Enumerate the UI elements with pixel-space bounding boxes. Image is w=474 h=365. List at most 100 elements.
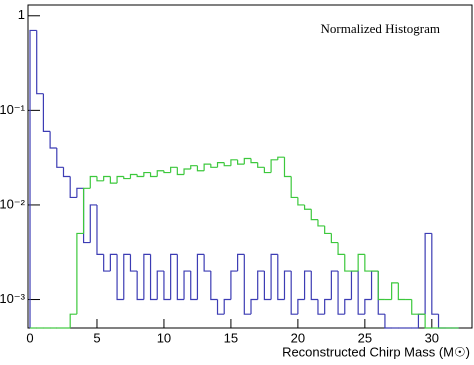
histogram-step [324, 225, 332, 235]
histogram-step [103, 175, 111, 181]
histogram-step [96, 204, 104, 255]
histogram-step [257, 162, 265, 168]
histogram-step [123, 253, 131, 300]
histogram-step [290, 271, 298, 315]
histogram-step [42, 93, 51, 132]
histogram-step [283, 157, 292, 178]
histogram-step [391, 282, 399, 300]
histogram-step [103, 254, 111, 272]
histogram-step [330, 233, 339, 244]
histogram-step [277, 156, 285, 160]
histogram-step [424, 314, 432, 329]
histogram-step [123, 176, 131, 180]
histogram-step [76, 187, 84, 198]
histogram-step [156, 170, 164, 177]
histogram-step [350, 270, 359, 300]
histogram-step [223, 162, 231, 167]
histogram-step [203, 254, 211, 272]
histogram-step [116, 175, 124, 184]
histogram-step [163, 271, 171, 301]
histogram-step [411, 299, 419, 315]
histogram-step [129, 173, 138, 179]
histogram-step [270, 159, 278, 173]
y-tick-label: 1 [18, 7, 25, 22]
x-tick-label: 25 [358, 330, 372, 345]
histogram-step [96, 176, 104, 182]
histogram-step [170, 253, 178, 300]
plot-frame [27, 4, 473, 329]
histogram-step [196, 253, 205, 300]
histogram-step [324, 298, 332, 315]
histogram-step [210, 271, 218, 301]
histogram-step [384, 314, 392, 329]
annotation: Normalized Histogram [321, 21, 441, 36]
x-tick-label: 30 [425, 330, 439, 345]
x-tick-label: 5 [93, 330, 100, 345]
histogram-step [344, 298, 352, 315]
x-axis-label: Reconstructed Chirp Mass (M☉) [282, 344, 470, 359]
histogram-step [337, 242, 345, 255]
histogram-step [183, 168, 191, 175]
histogram-step [176, 254, 185, 301]
histogram-step [143, 253, 151, 300]
histogram-step [109, 176, 118, 184]
histogram-step [364, 254, 372, 272]
histogram-step [337, 271, 345, 315]
histogram-step [76, 232, 84, 315]
histogram-step [344, 254, 352, 272]
histogram-step [190, 165, 198, 169]
histogram-step [377, 271, 385, 301]
histogram-step [283, 270, 292, 300]
histogram-step [223, 298, 231, 315]
histogram-step [149, 254, 158, 301]
y-tick-label: 10⁻¹ [0, 102, 26, 117]
histogram-step [297, 197, 305, 206]
histogram-step [29, 29, 37, 328]
histogram-step [129, 254, 138, 272]
histogram-step [82, 187, 91, 234]
histogram-step [210, 164, 218, 168]
histogram-step [250, 158, 258, 164]
histogram-step [310, 209, 318, 221]
histogram-step [237, 159, 245, 165]
histogram-step [377, 271, 385, 315]
histogram-step [317, 299, 325, 315]
histogram-step [237, 253, 245, 272]
histogram-step [330, 270, 339, 300]
histogram-step [89, 175, 97, 189]
histogram-step [136, 174, 144, 178]
histogram-step [183, 270, 191, 300]
histogram-step [277, 254, 285, 301]
histogram-step [176, 167, 185, 176]
histogram-step [250, 298, 258, 315]
histogram-step [437, 314, 446, 329]
histogram-step [216, 162, 225, 168]
x-tick-label: 15 [224, 330, 238, 345]
histogram-step [290, 176, 298, 199]
histogram-step [156, 270, 164, 300]
histogram-step [149, 172, 158, 178]
histogram-step [69, 176, 77, 199]
histogram-step [36, 30, 44, 95]
histogram-step [196, 165, 205, 172]
x-tick-label: 10 [157, 330, 171, 345]
histogram-step [89, 204, 97, 243]
histogram-step [243, 157, 252, 165]
histogram-step [370, 270, 379, 300]
histogram-step [431, 233, 439, 315]
histogram-step [56, 147, 64, 168]
histogram-step [143, 171, 151, 177]
histogram-step [163, 170, 171, 174]
histogram-step [49, 131, 57, 149]
y-tick-label: 10⁻² [0, 196, 26, 211]
histogram-step [216, 299, 225, 315]
histogram-step [424, 232, 432, 315]
histogram-step [116, 254, 124, 301]
histogram-step [230, 270, 238, 300]
histogram-step [297, 298, 305, 315]
histogram-step [270, 253, 278, 300]
histogram-step [62, 167, 71, 178]
histogram-step [303, 270, 312, 300]
histogram-step [69, 313, 77, 328]
